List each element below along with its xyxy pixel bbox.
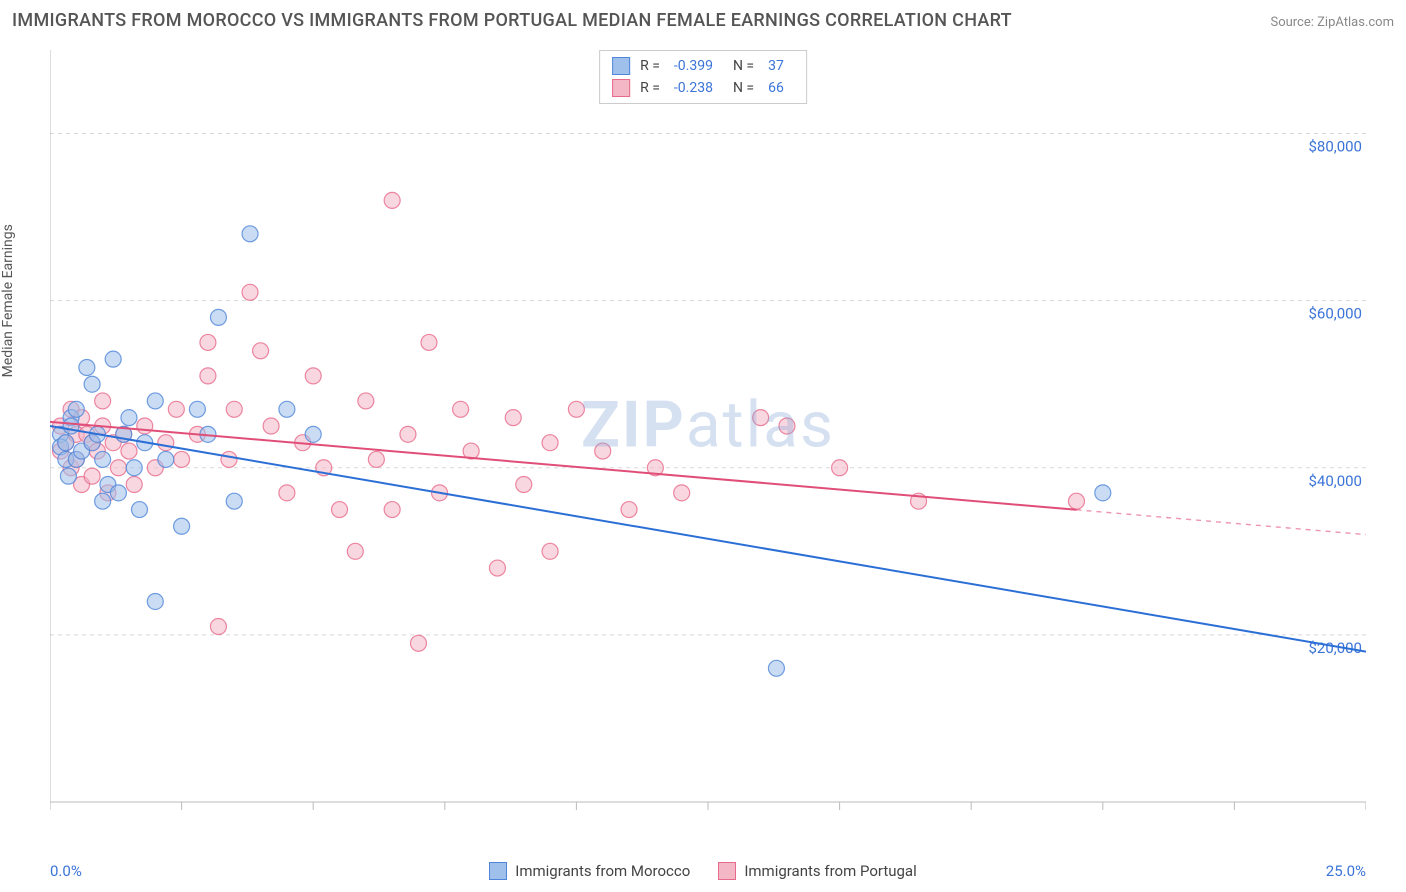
chart-plot-area: $20,000$40,000$60,000$80,000 ZIPatlas (50, 50, 1366, 832)
svg-text:$40,000: $40,000 (1308, 472, 1362, 490)
y-axis-label: Median Female Earnings (0, 224, 16, 377)
legend-item-morocco: Immigrants from Morocco (489, 862, 690, 880)
swatch-morocco (612, 57, 630, 75)
r-label: R = (640, 58, 660, 74)
n-label: N = (733, 58, 754, 74)
scatter-plot-svg: $20,000 $40,000 $60,000 $80,000 (50, 50, 1366, 832)
chart-source: Source: ZipAtlas.com (1270, 15, 1394, 30)
legend: Immigrants from Morocco Immigrants from … (0, 862, 1406, 880)
svg-text:$80,000: $80,000 (1308, 138, 1362, 156)
svg-text:$60,000: $60,000 (1308, 305, 1362, 323)
svg-text:$20,000: $20,000 (1308, 639, 1362, 657)
swatch-portugal (612, 79, 630, 97)
legend-swatch-morocco (489, 862, 507, 880)
legend-item-portugal: Immigrants from Portugal (718, 862, 916, 880)
n-label: N = (733, 80, 754, 96)
correlation-stats-box: R = -0.399 N = 37 R = -0.238 N = 66 (599, 50, 807, 104)
r-label: R = (640, 80, 660, 96)
legend-label-portugal: Immigrants from Portugal (744, 862, 916, 880)
chart-title: IMMIGRANTS FROM MOROCCO VS IMMIGRANTS FR… (12, 10, 1012, 31)
chart-header: IMMIGRANTS FROM MOROCCO VS IMMIGRANTS FR… (12, 10, 1394, 31)
legend-label-morocco: Immigrants from Morocco (515, 862, 690, 880)
stats-row-morocco: R = -0.399 N = 37 (612, 55, 794, 77)
stats-row-portugal: R = -0.238 N = 66 (612, 77, 794, 99)
r-value-morocco: -0.399 (674, 58, 713, 74)
n-value-portugal: 66 (768, 80, 784, 96)
legend-swatch-portugal (718, 862, 736, 880)
n-value-morocco: 37 (768, 58, 784, 74)
r-value-portugal: -0.238 (674, 80, 713, 96)
